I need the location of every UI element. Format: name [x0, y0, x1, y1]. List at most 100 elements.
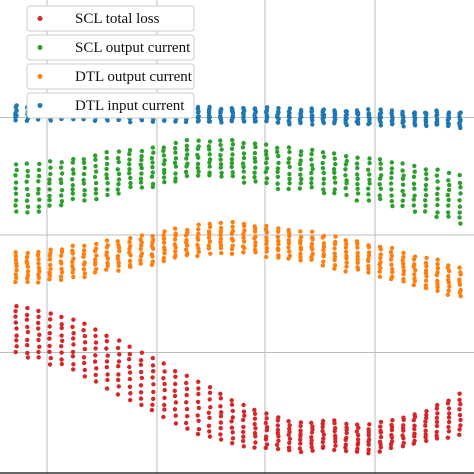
data-point — [105, 192, 110, 198]
data-point — [172, 407, 178, 412]
data-point — [332, 156, 337, 161]
data-point — [139, 148, 145, 154]
data-point — [93, 379, 99, 384]
data-point — [14, 167, 19, 173]
data-point — [206, 144, 212, 149]
data-point — [457, 114, 462, 119]
data-point — [207, 397, 212, 402]
data-point — [25, 264, 30, 269]
data-point — [446, 288, 451, 293]
data-point — [151, 396, 156, 401]
data-point — [138, 237, 143, 242]
data-point — [321, 444, 326, 449]
data-point — [389, 432, 394, 438]
data-point — [48, 247, 53, 252]
data-point — [321, 247, 326, 253]
data-point — [104, 161, 110, 167]
data-point — [401, 415, 406, 420]
data-point — [173, 253, 178, 258]
data-point — [151, 382, 156, 387]
data-point — [195, 161, 201, 167]
data-point — [309, 241, 315, 247]
data-point — [435, 167, 440, 172]
data-point — [310, 235, 315, 240]
data-point — [161, 145, 166, 150]
data-point — [355, 265, 360, 270]
data-point — [242, 413, 247, 418]
data-point — [151, 150, 156, 155]
data-point — [151, 389, 156, 395]
data-point — [434, 423, 440, 429]
data-point — [332, 251, 337, 256]
data-point — [172, 393, 178, 399]
data-point — [196, 246, 201, 251]
data-point — [139, 154, 144, 159]
data-point — [162, 229, 167, 234]
data-point — [60, 338, 65, 343]
data-point — [309, 106, 314, 111]
data-point — [81, 171, 87, 177]
data-point — [185, 161, 190, 166]
data-point — [401, 250, 406, 256]
data-point — [93, 157, 98, 162]
data-point — [354, 198, 359, 203]
data-point — [343, 238, 348, 243]
data-point — [47, 203, 52, 208]
data-point — [196, 386, 201, 391]
data-point — [230, 408, 235, 414]
data-point — [206, 229, 212, 234]
data-point — [115, 239, 120, 244]
data-point — [287, 426, 292, 431]
data-point — [435, 191, 440, 197]
data-point — [47, 343, 52, 349]
data-point — [298, 437, 303, 442]
data-point — [355, 181, 360, 187]
data-point — [184, 156, 189, 161]
data-point — [276, 242, 281, 247]
data-point — [138, 362, 144, 367]
data-point — [435, 270, 440, 275]
data-point — [241, 424, 246, 430]
data-point — [70, 263, 75, 269]
data-point — [115, 253, 121, 259]
data-point — [162, 179, 167, 185]
data-point — [446, 203, 451, 208]
data-point — [389, 160, 394, 165]
data-point — [138, 180, 144, 185]
legend-item: SCL total loss — [26, 5, 195, 32]
data-point — [161, 361, 166, 366]
data-point — [275, 120, 281, 125]
data-point — [196, 227, 201, 232]
data-point — [309, 245, 314, 250]
data-point — [218, 437, 224, 442]
data-point — [105, 256, 111, 261]
data-point — [377, 176, 383, 181]
data-point — [424, 176, 429, 182]
data-point — [229, 419, 234, 424]
data-point — [161, 240, 167, 245]
data-point — [71, 367, 76, 372]
data-point — [264, 235, 269, 240]
data-point — [390, 267, 395, 272]
data-point — [252, 416, 258, 421]
data-point — [36, 179, 41, 184]
data-point — [13, 320, 18, 325]
data-point — [104, 150, 109, 155]
data-point — [366, 257, 371, 262]
data-point — [457, 391, 462, 396]
data-point — [412, 209, 418, 214]
data-point — [218, 420, 224, 425]
data-point — [343, 154, 349, 159]
data-point — [377, 193, 382, 198]
data-point — [446, 415, 452, 420]
data-point — [230, 137, 235, 143]
data-point — [309, 162, 315, 168]
data-point — [206, 235, 212, 240]
data-point — [70, 324, 75, 330]
legend-item: DTL input current — [26, 92, 195, 119]
data-point — [389, 422, 394, 428]
data-point — [343, 249, 349, 254]
data-point — [25, 343, 30, 348]
data-point — [332, 187, 337, 192]
data-point — [162, 402, 167, 408]
